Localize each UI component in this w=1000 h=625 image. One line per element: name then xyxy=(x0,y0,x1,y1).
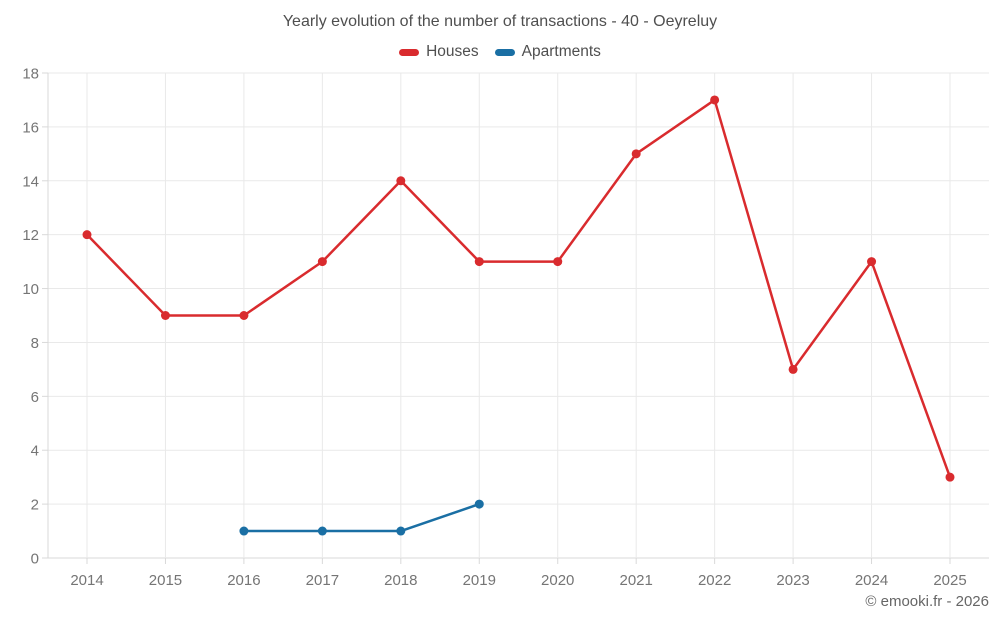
legend-label-apartments: Apartments xyxy=(521,43,601,60)
apartments-point[interactable] xyxy=(474,499,484,509)
x-tick-label: 2022 xyxy=(698,572,731,589)
houses-point[interactable] xyxy=(396,176,406,186)
houses-point[interactable] xyxy=(710,95,720,105)
y-tick-label: 18 xyxy=(22,66,39,83)
y-tick-label: 10 xyxy=(22,281,39,298)
y-tick-label: 4 xyxy=(31,443,39,460)
y-tick-label: 0 xyxy=(31,551,39,568)
y-tick-label: 16 xyxy=(22,119,39,136)
apartments-point[interactable] xyxy=(317,526,327,536)
x-tick-label: 2021 xyxy=(619,572,652,589)
houses-point[interactable] xyxy=(867,257,877,267)
x-tick-label: 2019 xyxy=(463,572,496,589)
houses-line xyxy=(85,98,952,479)
houses-point[interactable] xyxy=(788,364,798,374)
x-tick-label: 2018 xyxy=(384,572,417,589)
y-tick-label: 14 xyxy=(22,173,39,190)
legend-item-apartments[interactable]: Apartments xyxy=(494,43,601,61)
y-tick-label: 2 xyxy=(31,497,39,514)
apartments-point[interactable] xyxy=(239,526,249,536)
houses-point[interactable] xyxy=(474,257,484,267)
houses-point[interactable] xyxy=(82,230,92,240)
x-tick-label: 2025 xyxy=(933,572,966,589)
houses-point[interactable] xyxy=(239,311,249,320)
x-tick-label: 2020 xyxy=(541,572,574,589)
copyright: © emooki.fr - 2026 xyxy=(865,593,989,610)
y-tick-label: 6 xyxy=(31,389,39,406)
apartments-swatch-icon xyxy=(494,48,515,56)
chart-title: Yearly evolution of the number of transa… xyxy=(282,13,718,30)
houses-point[interactable] xyxy=(631,149,641,159)
y-tick-label: 12 xyxy=(22,227,39,244)
x-tick-label: 2023 xyxy=(776,572,809,589)
x-tick-label: 2015 xyxy=(149,572,182,589)
x-tick-label: 2014 xyxy=(70,572,103,589)
y-tick-label: 8 xyxy=(31,335,39,352)
x-tick-label: 2024 xyxy=(855,572,888,589)
houses-point[interactable] xyxy=(553,257,563,267)
x-tick-label: 2016 xyxy=(227,572,260,589)
houses-point[interactable] xyxy=(160,311,170,320)
houses-swatch-icon xyxy=(399,48,420,56)
legend-label-houses: Houses xyxy=(426,43,479,60)
x-tick-label: 2017 xyxy=(306,572,339,589)
houses-point[interactable] xyxy=(945,472,955,482)
houses-point[interactable] xyxy=(317,257,327,267)
apartments-point[interactable] xyxy=(396,526,406,536)
apartments-line xyxy=(242,502,481,533)
legend-item-houses[interactable]: Houses xyxy=(399,43,479,61)
legend: Houses Apartments xyxy=(0,43,1000,61)
